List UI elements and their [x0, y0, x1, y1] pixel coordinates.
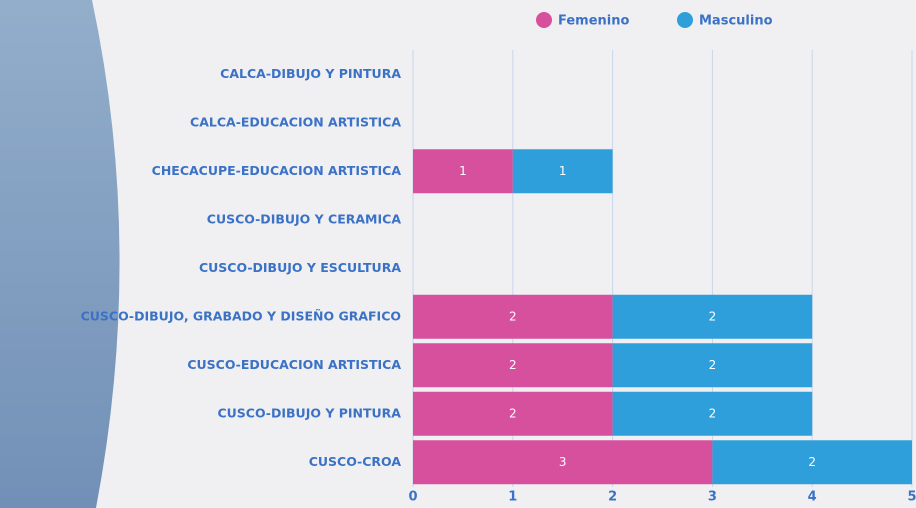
data-label: 2 [709, 406, 717, 420]
y-tick-label: CUSCO-DIBUJO Y PINTURA [217, 405, 401, 420]
y-tick-label: CUSCO-CROA [309, 454, 402, 469]
y-tick-label: CUSCO-EDUCACION ARTISTICA [187, 357, 401, 372]
x-tick-label: 4 [808, 490, 817, 505]
x-tick-label: 3 [708, 490, 717, 505]
data-label: 1 [559, 164, 567, 178]
data-label: 2 [509, 309, 517, 323]
y-tick-label: CUSCO-DIBUJO Y CERAMICA [207, 211, 402, 226]
bar-segment [413, 294, 613, 339]
y-tick-label: CALCA-EDUCACION ARTISTICA [190, 114, 401, 129]
x-tick-label: 1 [508, 490, 517, 505]
bar-segment [612, 391, 813, 436]
y-tick-label: CUSCO-DIBUJO, GRABADO Y DISEÑO GRAFICO [81, 308, 401, 323]
bar-segment [612, 343, 813, 388]
x-tick-label: 0 [408, 490, 417, 505]
bar-segment [612, 294, 813, 339]
bar-segment [512, 149, 613, 194]
x-tick-label: 5 [907, 490, 916, 505]
data-label: 2 [509, 358, 517, 372]
legend-label: Femenino [558, 14, 629, 29]
bar-segment [712, 440, 912, 485]
legend-swatch [536, 12, 552, 28]
decoration [0, 0, 120, 508]
data-label: 3 [559, 455, 567, 469]
bar-segment [413, 440, 713, 485]
data-label: 2 [709, 358, 717, 372]
data-label: 1 [459, 164, 467, 178]
bar-segment [413, 343, 613, 388]
data-label: 2 [808, 455, 816, 469]
legend-label: Masculino [699, 14, 773, 29]
data-label: 2 [509, 406, 517, 420]
data-label: 2 [709, 309, 717, 323]
bar-segment [413, 149, 513, 194]
y-tick-label: CHECACUPE-EDUCACION ARTISTICA [152, 163, 402, 178]
x-tick-label: 2 [608, 490, 617, 505]
legend-swatch [677, 12, 693, 28]
y-tick-label: CALCA-DIBUJO Y PINTURA [220, 66, 401, 81]
bar-segment [413, 391, 613, 436]
y-tick-label: CUSCO-DIBUJO Y ESCULTURA [199, 260, 401, 275]
